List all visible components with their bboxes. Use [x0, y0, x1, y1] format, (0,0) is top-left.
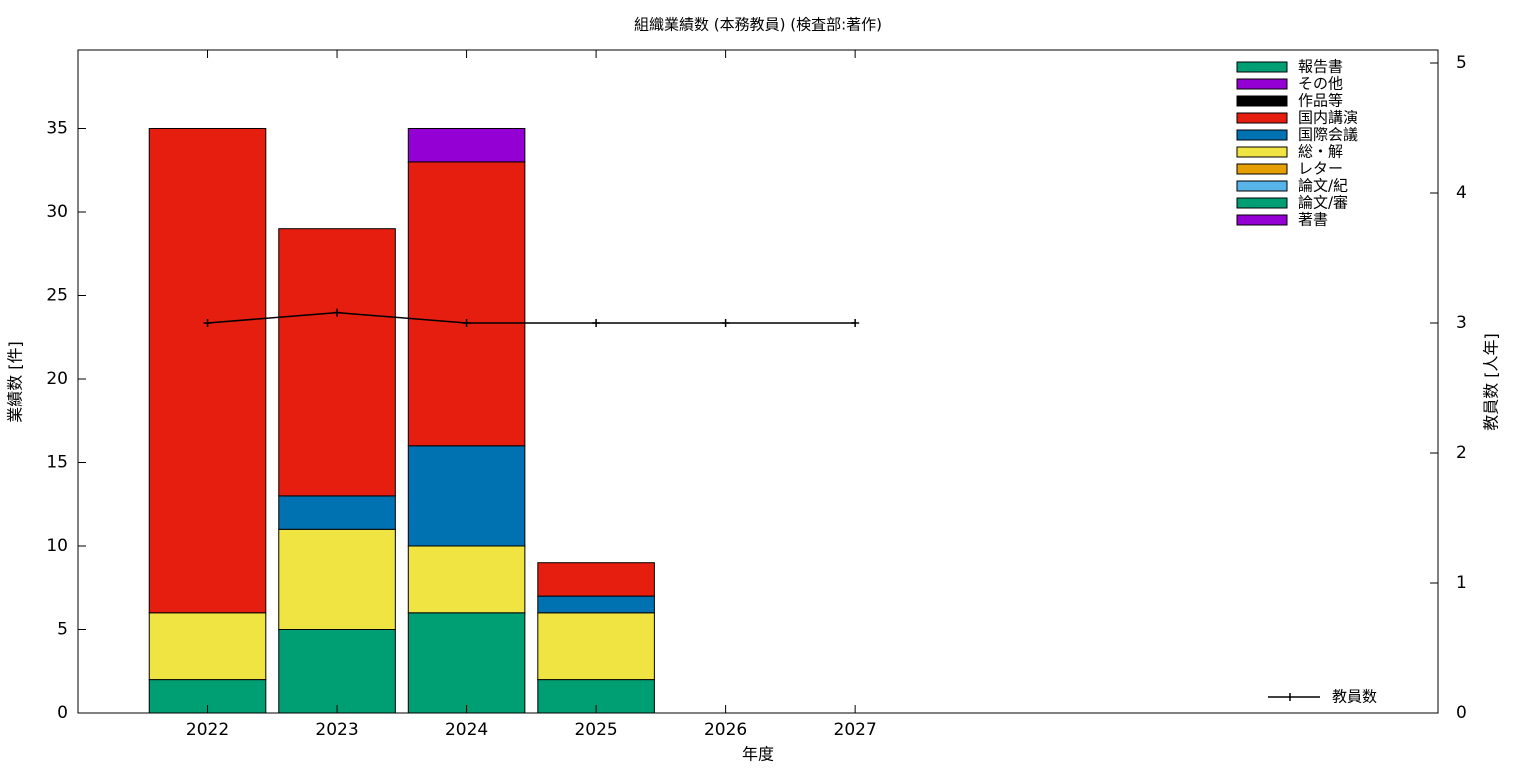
bar-segment — [278, 628, 396, 714]
chart-title: 組織業績数 (本務教員) (検査部:著作) — [634, 16, 882, 34]
bar-segment — [537, 562, 655, 597]
legend-label: 教員数 — [1332, 688, 1377, 706]
legend-label: 総・解 — [1298, 143, 1343, 161]
bar-segment — [407, 545, 526, 614]
y2-tick-label: 3 — [1456, 313, 1467, 333]
x-tick-label: 2026 — [704, 720, 747, 740]
y2-tick-label: 5 — [1456, 53, 1467, 73]
y-tick-label: 10 — [46, 536, 68, 556]
point-marker — [333, 308, 342, 317]
x-tick-label: 2025 — [574, 720, 617, 740]
point-marker — [721, 319, 730, 327]
x-tick-label: 2022 — [186, 720, 229, 740]
legend-swatch — [1236, 180, 1288, 192]
legend-label: 作品等 — [1298, 92, 1343, 110]
legend-swatch — [1236, 78, 1288, 90]
y2-tick-label: 1 — [1456, 573, 1467, 593]
bar-segment — [407, 127, 526, 163]
legend-label: その他 — [1298, 75, 1343, 93]
line-series — [207, 311, 856, 324]
legend-label: レター — [1298, 160, 1343, 178]
x-tick-label: 2023 — [315, 720, 358, 740]
legend-label: 論文/審 — [1298, 194, 1348, 212]
bar-segment — [278, 495, 396, 530]
legend-label: 国際会議 — [1298, 126, 1358, 144]
legend-label: 著書 — [1298, 211, 1328, 229]
legend-swatch — [1236, 129, 1288, 141]
bar-segment — [407, 612, 526, 714]
y-tick-label: 0 — [57, 703, 68, 723]
legend-label: 報告書 — [1298, 58, 1343, 76]
legend-swatch — [1236, 197, 1288, 209]
plot-border — [77, 49, 1439, 714]
legend-swatch — [1236, 163, 1288, 175]
point-marker — [203, 319, 212, 327]
point-marker — [462, 319, 471, 327]
bar-segment — [407, 445, 526, 547]
x-tick-label: 2027 — [834, 720, 877, 740]
bar-segment — [148, 612, 267, 681]
point-marker — [592, 319, 601, 327]
bar-segment — [407, 161, 526, 447]
legend-swatch — [1236, 146, 1288, 158]
y-tick-label: 20 — [46, 369, 68, 389]
y-tick-label: 25 — [46, 285, 68, 305]
bar-segment — [278, 528, 396, 630]
legend-label: 論文/紀 — [1298, 177, 1348, 195]
legend-swatch — [1236, 214, 1288, 226]
legend-swatch — [1236, 61, 1288, 73]
y2-axis-label: 教員数 [人年] — [1482, 333, 1501, 431]
legend-label: 国内講演 — [1298, 109, 1358, 127]
bar-segment — [537, 595, 655, 614]
bar-segment — [537, 612, 655, 681]
y2-tick-label: 2 — [1456, 443, 1467, 463]
legend-swatch — [1236, 95, 1288, 107]
legend-swatch — [1236, 112, 1288, 124]
y2-tick-label: 4 — [1456, 183, 1467, 203]
y-tick-label: 35 — [46, 118, 68, 138]
x-tick-label: 2024 — [445, 720, 488, 740]
y-tick-label: 5 — [57, 619, 68, 639]
bar-segment — [278, 228, 396, 497]
y-tick-label: 15 — [46, 452, 68, 472]
x-axis-label: 年度 — [742, 745, 774, 764]
bar-segment — [148, 127, 267, 614]
point-marker — [851, 319, 860, 327]
y-axis-label: 業績数 [件] — [6, 341, 25, 423]
y-tick-label: 30 — [46, 202, 68, 222]
y2-tick-label: 0 — [1456, 703, 1467, 723]
